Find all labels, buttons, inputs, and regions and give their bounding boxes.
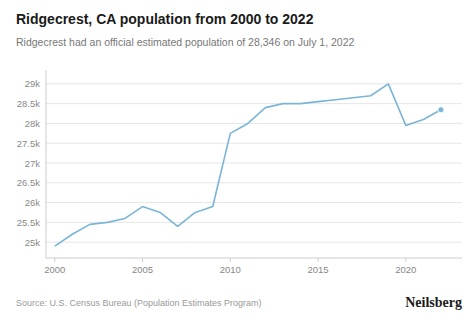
x-tick [405,258,406,262]
grid-line [46,163,462,164]
x-tick-label: 2020 [395,264,416,275]
y-axis-line [46,70,47,258]
grid-line [46,143,462,144]
x-tick-label: 2000 [44,264,65,275]
y-axis: 25k 25.5k 26k 26.5k 27k 27.5k 28k 28.5k 29k [17,70,46,258]
x-axis-line [46,258,462,259]
x-tick [318,258,319,262]
x-tick-label: 2015 [307,264,328,275]
chart: Ridgecrest, CA population from 2000 to 2… [0,0,474,316]
grid-line [46,202,462,203]
x-tick [230,258,231,262]
y-tick-label: 28.5k [17,98,40,109]
x-tick [142,258,143,262]
x-tick-label: 2005 [132,264,153,275]
grid-line [46,83,462,84]
x-tick-label: 2010 [220,264,241,275]
subtitle: Ridgecrest had an official estimated pop… [16,36,355,48]
y-tick-label: 25k [25,237,41,248]
x-tick [54,258,55,262]
x-axis: 2000 2005 2010 2015 2020 [44,258,462,275]
grid-line [46,182,462,183]
y-tick-label: 27.5k [17,138,40,149]
grid-line [46,242,462,243]
brand: Neilsberg [405,295,462,310]
plot [55,84,444,246]
last-point [438,107,444,113]
grid [46,84,462,242]
y-tick-label: 28k [25,118,41,129]
population-line [55,84,441,246]
source: Source: U.S. Census Bureau (Population E… [16,298,262,308]
grid-line [46,103,462,104]
grid-line [46,123,462,124]
y-tick-label: 25.5k [17,217,40,228]
y-tick-label: 27k [25,158,41,169]
y-tick-label: 29k [25,78,41,89]
y-tick-label: 26.5k [17,177,40,188]
y-tick-label: 26k [25,197,41,208]
title: Ridgecrest, CA population from 2000 to 2… [16,11,314,27]
